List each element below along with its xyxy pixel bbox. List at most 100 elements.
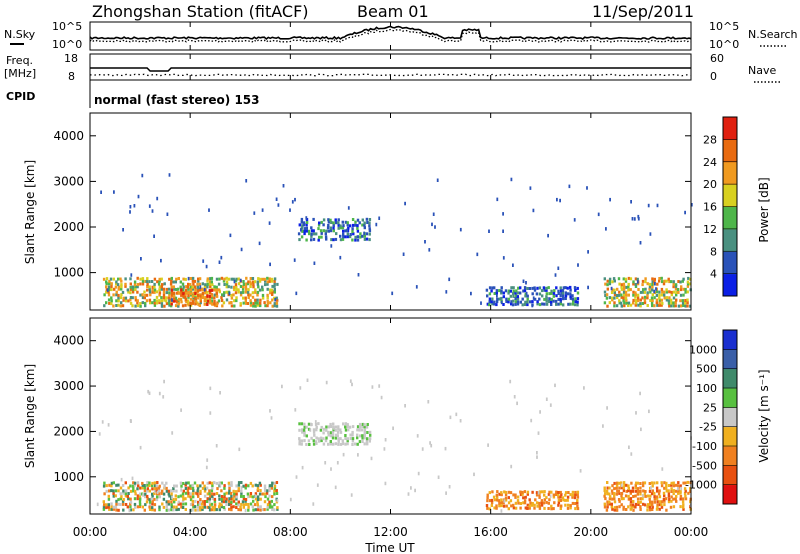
echo-cell	[352, 223, 355, 227]
echo-cell	[160, 287, 163, 291]
echo-cell	[627, 505, 630, 509]
echo-cell	[173, 484, 176, 488]
echo-cell	[228, 497, 231, 501]
echo-cell	[294, 197, 296, 202]
echo-cell	[613, 494, 616, 498]
echo-cell	[146, 285, 149, 288]
echo-cell	[495, 493, 498, 497]
echo-cell	[668, 290, 671, 294]
echo-cell	[223, 283, 226, 286]
echo-cell	[149, 293, 152, 297]
echo-cell	[162, 287, 166, 291]
echo-cell	[107, 290, 110, 294]
echo-cell	[203, 299, 206, 303]
echo-cell	[674, 497, 677, 501]
echo-cell	[141, 282, 145, 286]
colorbar-tick-label: -100	[692, 440, 717, 453]
echo-cell	[275, 489, 278, 492]
echo-cell	[562, 286, 565, 290]
echo-cell	[170, 492, 173, 496]
echo-cell	[313, 433, 316, 437]
echo-cell	[170, 503, 173, 507]
echo-cell	[249, 494, 252, 498]
echo-cell	[448, 485, 451, 489]
echo-cell	[552, 493, 555, 497]
echo-cell	[144, 503, 147, 507]
echo-cell	[163, 282, 166, 286]
echo-cell	[636, 277, 639, 281]
echo-cell	[658, 293, 661, 297]
echo-cell	[180, 300, 183, 304]
echo-cell	[547, 507, 550, 510]
echo-cell	[173, 299, 176, 303]
echo-cell	[512, 286, 515, 290]
echo-cell	[254, 508, 257, 512]
echo-cell	[627, 497, 631, 501]
echo-cell	[455, 412, 458, 417]
echo-cell	[110, 285, 113, 288]
echo-cell	[571, 493, 575, 497]
echo-cell	[268, 505, 272, 509]
echo-cell	[254, 492, 258, 496]
echo-cell	[191, 300, 195, 304]
echo-cell	[365, 237, 369, 241]
echo-cell	[603, 494, 606, 498]
echo-cell	[310, 238, 313, 242]
echo-cell	[613, 481, 616, 485]
echo-cell	[253, 503, 257, 507]
echo-cell	[170, 279, 173, 283]
echo-cell	[495, 498, 499, 502]
echo-cell	[206, 303, 209, 306]
echo-cell	[120, 477, 123, 482]
echo-cell	[510, 504, 513, 508]
echo-cell	[515, 289, 518, 293]
echo-cell	[160, 285, 163, 289]
echo-cell	[151, 484, 154, 488]
echo-cell	[264, 304, 267, 308]
echo-cell	[488, 491, 491, 495]
echo-cell	[665, 508, 668, 512]
echo-cell	[175, 277, 178, 281]
echo-cell	[663, 486, 666, 490]
echo-cell	[573, 496, 577, 500]
echo-cell	[610, 502, 613, 506]
echo-cell	[110, 505, 113, 509]
echo-cell	[622, 290, 626, 294]
echo-cell	[576, 490, 580, 494]
echo-cell	[623, 304, 626, 308]
echo-cell	[516, 495, 520, 499]
echo-cell	[196, 492, 199, 496]
echo-cell	[339, 224, 342, 228]
echo-cell	[564, 491, 568, 495]
echo-cell	[507, 501, 511, 505]
echo-cell	[524, 506, 527, 510]
echo-cell	[670, 495, 673, 499]
echo-cell	[623, 285, 626, 289]
echo-cell	[318, 235, 321, 239]
echo-cell	[173, 297, 176, 301]
echo-cell	[358, 221, 361, 225]
echo-cell	[327, 229, 330, 233]
echo-cell	[254, 497, 258, 501]
echo-cell	[307, 422, 311, 426]
echo-cell	[132, 508, 135, 512]
echo-cell	[242, 503, 246, 507]
echo-cell	[495, 504, 498, 508]
echo-cell	[105, 277, 109, 281]
echo-cell	[192, 291, 195, 295]
echo-cell	[191, 287, 195, 291]
echo-cell	[170, 285, 173, 289]
echo-cell	[148, 505, 151, 509]
echo-cell	[112, 505, 115, 509]
echo-cell	[646, 304, 649, 307]
echo-cell	[538, 495, 541, 499]
echo-cell	[263, 487, 267, 491]
echo-cell	[266, 489, 269, 493]
echo-cell	[160, 296, 163, 300]
echo-cell	[114, 489, 118, 493]
echo-cell	[298, 422, 301, 426]
echo-cell	[608, 486, 611, 490]
echo-cell	[261, 293, 265, 297]
echo-cell	[605, 293, 609, 297]
